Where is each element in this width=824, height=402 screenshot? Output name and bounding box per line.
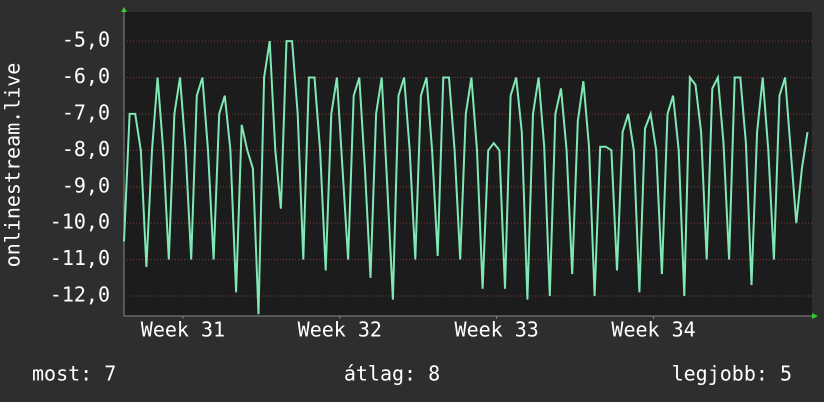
x-tick-label: Week 31 <box>141 318 225 342</box>
y-tick-label: -6,0 <box>62 64 110 88</box>
footer-best: legjobb: 5 <box>672 362 792 386</box>
footer-average: átlag: 8 <box>344 362 440 386</box>
y-tick-label: -5,0 <box>62 28 110 52</box>
y-tick-label: -8,0 <box>62 137 110 161</box>
series-line <box>123 40 809 315</box>
x-tick-label: Week 34 <box>611 318 695 342</box>
y-tick-label: -10,0 <box>50 210 110 234</box>
plot-area <box>124 12 812 316</box>
x-tick-label: Week 33 <box>455 318 539 342</box>
y-axis-label: onlinestream.live <box>1 63 25 268</box>
x-arrow <box>812 313 818 319</box>
y-arrow <box>121 7 127 12</box>
y-tick-label: -12,0 <box>50 282 110 306</box>
y-tick-label: -11,0 <box>50 246 110 270</box>
y-tick-label: -7,0 <box>62 100 110 124</box>
footer-now: most: 7 <box>32 362 116 386</box>
x-tick-label: Week 32 <box>298 318 382 342</box>
y-tick-label: -9,0 <box>62 173 110 197</box>
